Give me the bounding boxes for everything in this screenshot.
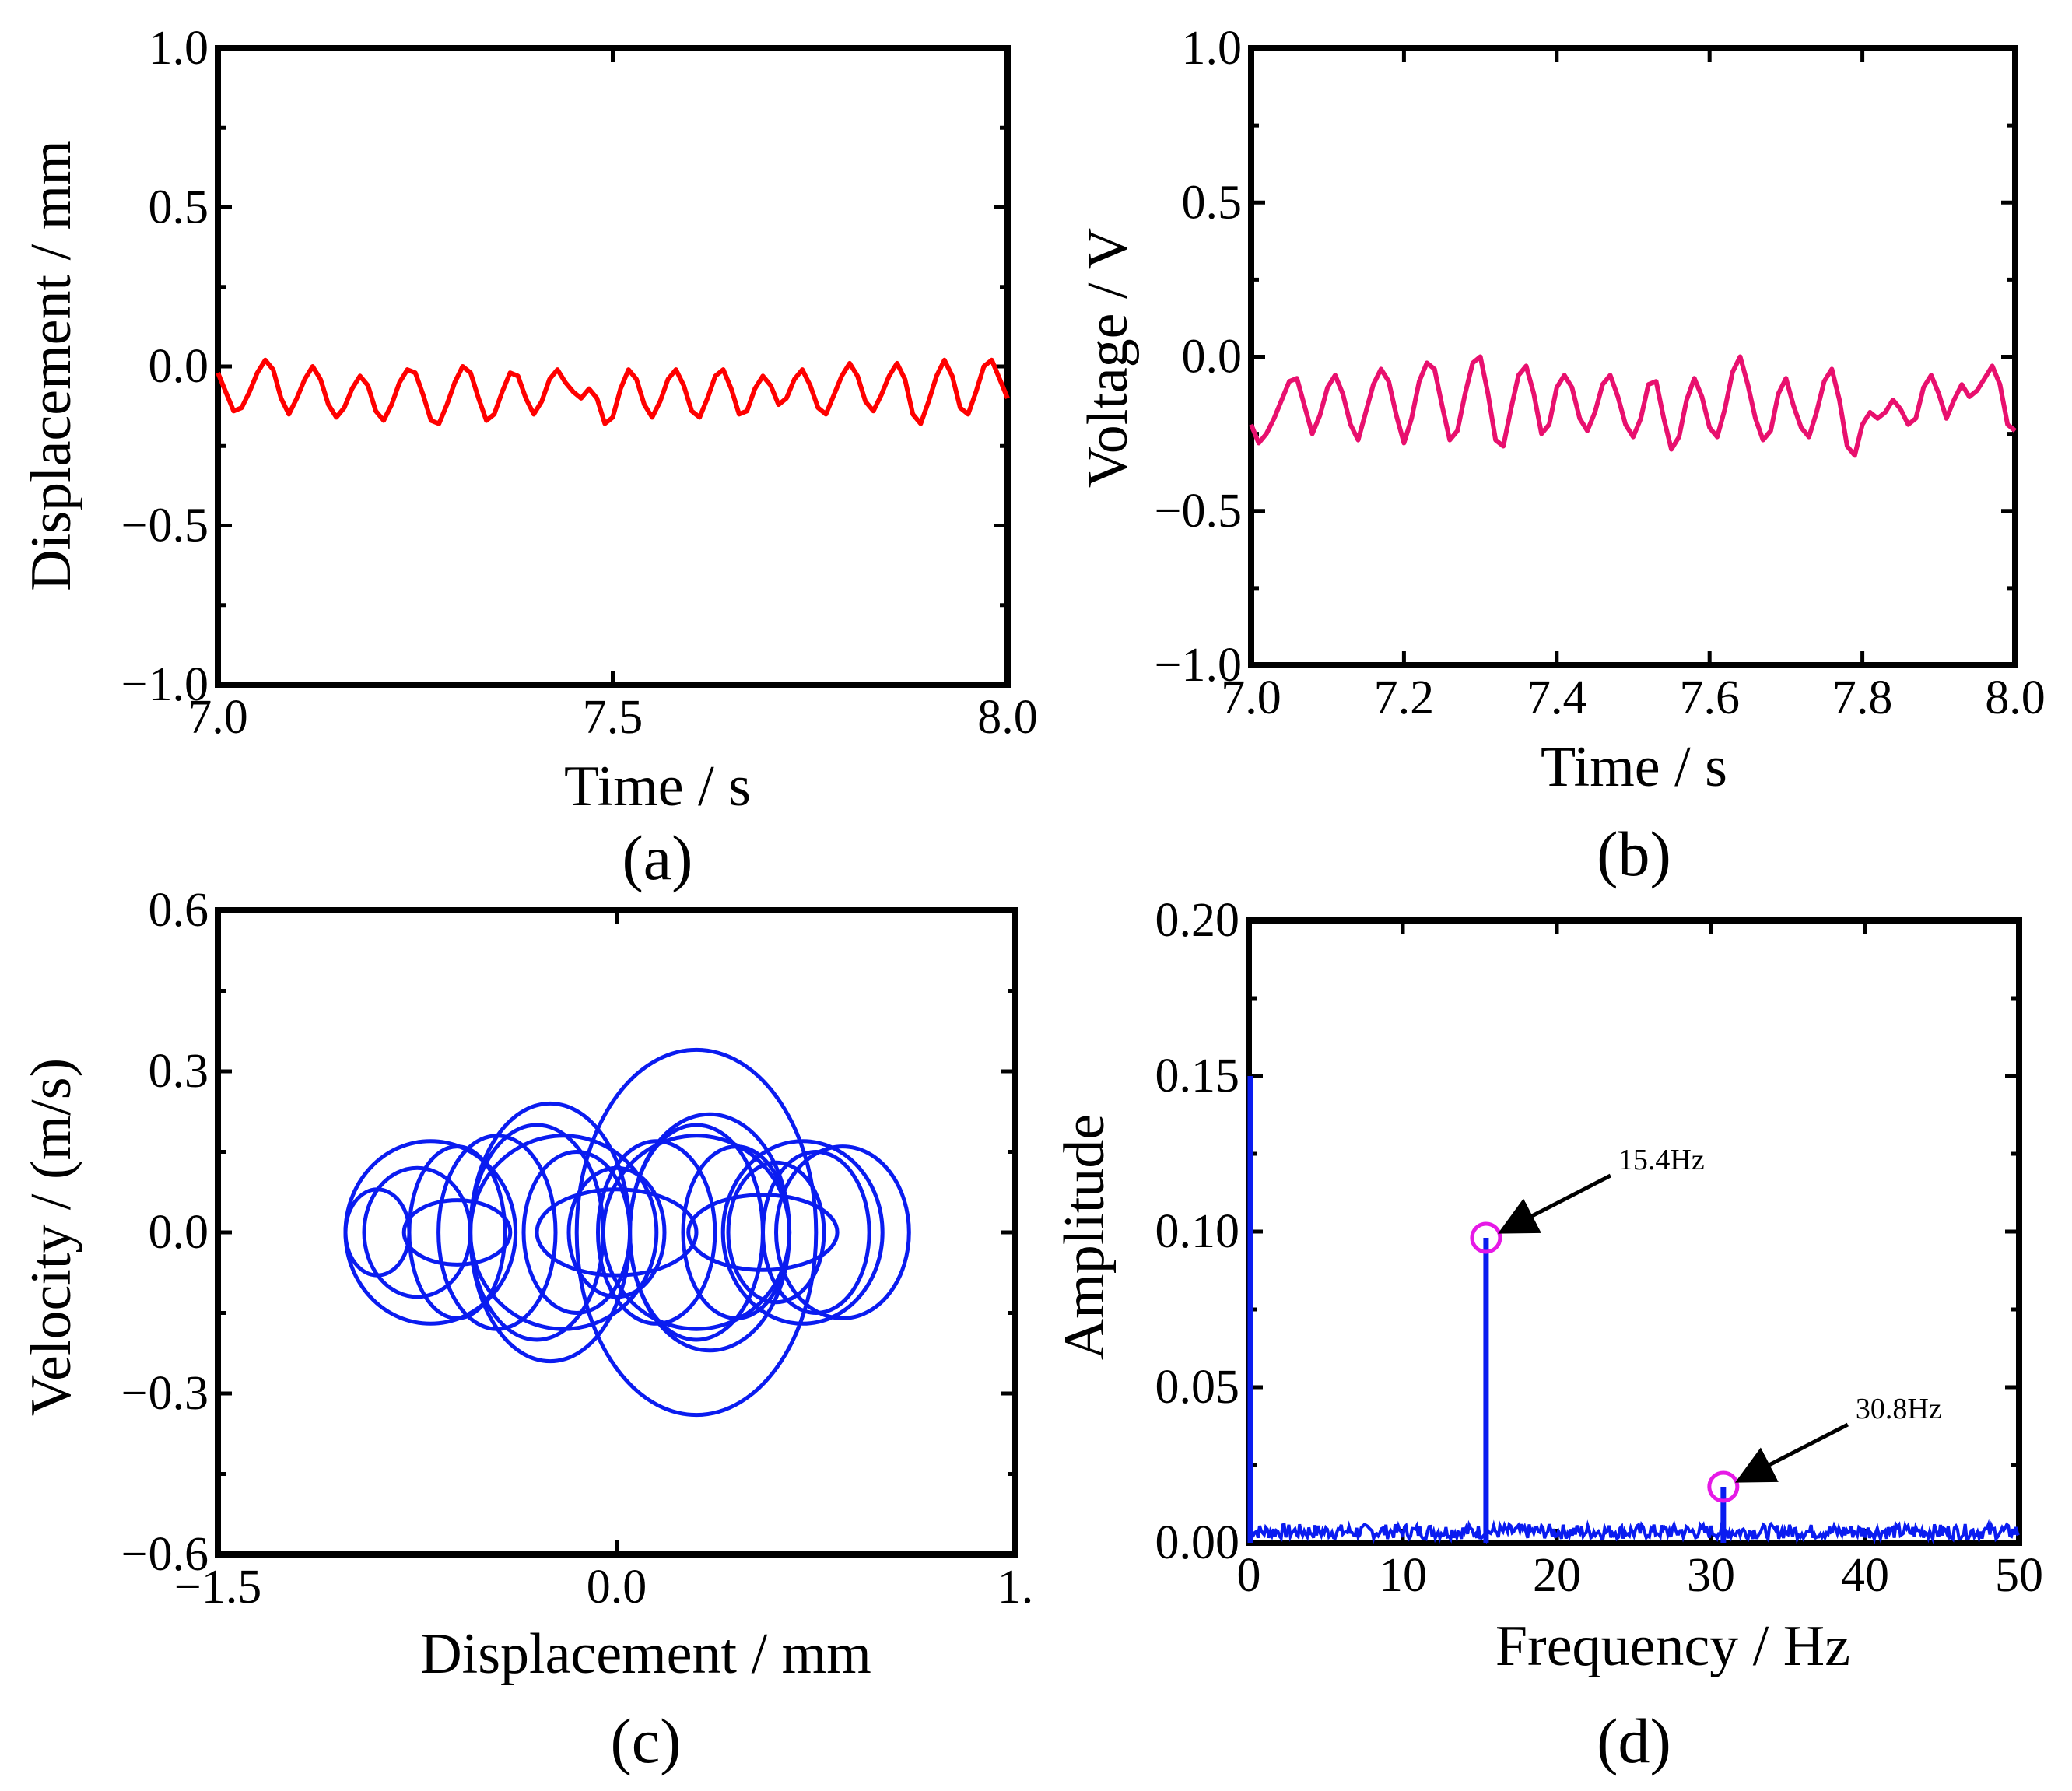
annotation-arrow [1734, 1422, 1849, 1483]
spectrum-line [1247, 1519, 2020, 1545]
orbit-loop [720, 1139, 885, 1326]
plot-frame [1248, 45, 2018, 668]
y-tick-label: 0.15 [1155, 1050, 1240, 1102]
y-tick-label: 1.0 [149, 22, 209, 75]
panel-label: (a) [622, 822, 692, 893]
x-tick-label: 40 [1841, 1549, 1889, 1602]
y-axis-label: Velocity / (m/s) [19, 1058, 83, 1416]
orbit-loop [686, 1193, 840, 1272]
panel-label: (d) [1597, 1705, 1671, 1776]
x-tick-label: 50 [1995, 1549, 2043, 1602]
y-tick-label: 0.6 [149, 884, 209, 937]
x-tick-label: 0.0 [587, 1561, 647, 1614]
x-tick-label: 30 [1687, 1549, 1735, 1602]
x-axis-label: Displacement / mm [420, 1622, 871, 1686]
orbit-loop [401, 1198, 513, 1267]
panel-label: (c) [610, 1705, 681, 1776]
orbit-loop [628, 1112, 792, 1353]
x-tick-label: 7.6 [1679, 671, 1740, 724]
x-tick-label: 7.4 [1527, 671, 1587, 724]
orbit-loop [596, 1139, 717, 1326]
y-tick-label: 1.0 [1182, 22, 1243, 75]
x-tick-label: 8.0 [977, 691, 1038, 744]
annotation-arrow [1498, 1173, 1612, 1234]
y-tick-label: 0.05 [1155, 1361, 1240, 1414]
y-tick-label: −0.5 [1155, 485, 1242, 538]
panel-c: −1.5 0.0 1. 0.6 0.3 0.0 −0.3 −0.6 Displacement /… [19, 884, 1033, 1776]
x-axis-label: Time / s [1541, 735, 1727, 799]
x-tick-label: −1.5 [174, 1561, 261, 1614]
y-tick-label: −1.0 [121, 658, 209, 711]
plot-frame [215, 45, 1011, 688]
series-line [216, 357, 1010, 426]
y-tick-label: 0.0 [1182, 331, 1243, 384]
y-tick-label: −0.5 [121, 499, 209, 552]
series-line [1249, 354, 2017, 458]
panel-a: 7.0 7.5 8.0 1.0 0.5 0.0 −0.5 −1.0 Time / s Displa… [19, 22, 1038, 893]
y-tick-label: 0.0 [149, 1206, 209, 1259]
panel-b: 7.0 7.2 7.4 7.6 7.8 8.0 1.0 0.5 0.0 −0.5 −1.0 Time … [1076, 22, 2046, 889]
plot-frame [215, 907, 1018, 1558]
y-axis-label: Displacement / mm [19, 140, 83, 591]
x-tick-label: 20 [1533, 1549, 1581, 1602]
y-tick-label: 0.00 [1155, 1516, 1240, 1569]
x-axis-label: Time / s [564, 755, 751, 818]
x-axis-label: Frequency / Hz [1495, 1614, 1850, 1678]
plot-frame [1246, 917, 2022, 1546]
orbit-loop [535, 1187, 699, 1278]
peak-marker [1707, 1470, 1740, 1503]
y-axis-label: Voltage / V [1076, 228, 1140, 488]
x-tick-label: 8.0 [1985, 671, 2046, 724]
orbit-loop [574, 1047, 819, 1418]
panel-d: 0 10 20 30 40 50 0.20 0.15 0.10 0.05 0.00 15.4Hz 30.… [1053, 894, 2043, 1776]
y-tick-label: −1.0 [1155, 639, 1242, 692]
annotation-label: 30.8Hz [1856, 1393, 1942, 1425]
x-tick-label: 7.5 [583, 691, 643, 744]
orbit-loop [566, 1165, 667, 1299]
panel-label: (b) [1597, 818, 1671, 889]
y-tick-label: −0.3 [121, 1367, 209, 1420]
y-tick-label: 0.0 [149, 340, 209, 393]
x-tick-label: 7.8 [1832, 671, 1893, 724]
x-tick-label: 10 [1379, 1549, 1427, 1602]
y-axis-label: Amplitude [1053, 1114, 1117, 1361]
peak-marker [1470, 1221, 1502, 1254]
orbit-loop [774, 1144, 911, 1320]
orbit-loop [468, 1101, 633, 1364]
orbit-loop [343, 1187, 412, 1278]
x-tick-label: 1. [997, 1561, 1034, 1614]
y-tick-label: 0.10 [1155, 1205, 1240, 1258]
annotation-label: 15.4Hz [1618, 1144, 1705, 1176]
y-tick-label: −0.6 [121, 1528, 209, 1581]
x-tick-label: 7.0 [1221, 671, 1281, 724]
orbit-loop [681, 1144, 792, 1320]
y-tick-label: 0.5 [149, 181, 209, 234]
y-tick-label: 0.3 [149, 1045, 209, 1098]
orbit-loop [343, 1139, 518, 1326]
y-tick-label: 0.20 [1155, 894, 1240, 947]
x-tick-label: 7.0 [188, 691, 248, 744]
x-tick-label: 0 [1237, 1549, 1261, 1602]
y-tick-label: 0.5 [1182, 176, 1243, 229]
x-tick-label: 7.2 [1374, 671, 1435, 724]
